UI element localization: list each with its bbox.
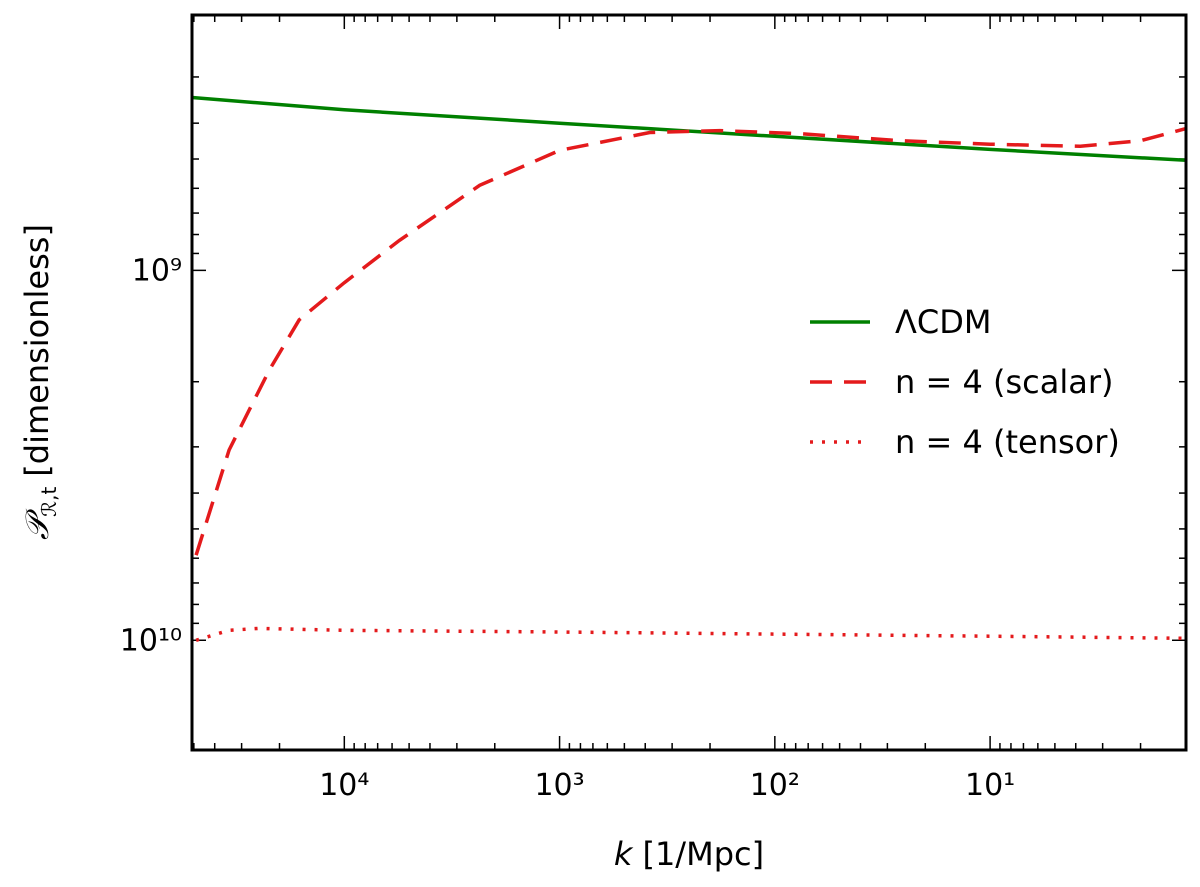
y-tick-label: 10⁹ (132, 253, 182, 288)
legend-label: ΛCDM (895, 303, 991, 341)
x-axis-text: [1/Mpc] (642, 835, 764, 873)
legend-label: n = 4 (scalar) (895, 363, 1113, 401)
plot-frame (190, 13, 1188, 752)
series-line (195, 626, 1186, 642)
y-axis-subscript: ℛ,t (37, 487, 61, 517)
x-tick-label: 10¹ (965, 768, 1015, 803)
x-tick-label: 10³ (534, 768, 584, 803)
x-tick-label: 10² (750, 768, 800, 803)
x-axis-symbol: k (614, 835, 634, 873)
y-axis-label: 𝒫ℛ,t[dimensionless] (18, 224, 61, 540)
series-line (194, 126, 1186, 556)
y-tick-label: 10¹⁰ (120, 623, 182, 658)
y-axis-text: [dimensionless] (18, 224, 56, 477)
x-axis-label: k [1/Mpc] (614, 835, 764, 873)
x-tick-label: 10⁴ (319, 768, 369, 803)
legend-label: n = 4 (tensor) (895, 423, 1120, 461)
series-line (192, 95, 1186, 163)
